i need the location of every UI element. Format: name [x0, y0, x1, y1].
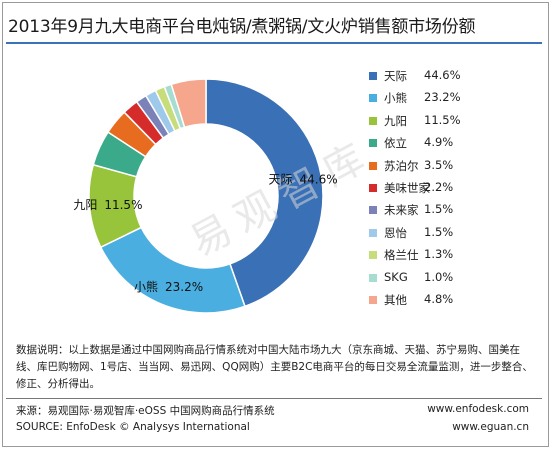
slice-label-2: 小熊 23.2%: [134, 279, 203, 294]
legend-item: SKG 1.0%: [369, 269, 489, 291]
data-note: 数据说明：以上数据是通过中国网购商品行情系统对中国大陆市场九大（京东商城、天猫、…: [16, 344, 533, 390]
legend-swatch: [369, 161, 377, 170]
legend-item: 未来家 1.5%: [369, 201, 489, 223]
legend-name: 未来家: [384, 203, 419, 218]
legend-name: 天际: [384, 69, 407, 83]
slice-label-name: 九阳: [73, 198, 97, 212]
website-eguan[interactable]: www.eguan.cn: [452, 421, 529, 433]
legend-swatch: [369, 228, 377, 237]
legend-swatch: [369, 72, 377, 80]
legend-item: 美味世家 2.2%: [369, 179, 489, 201]
legend-swatch: [369, 273, 377, 282]
legend-item: 小熊 23.2%: [369, 89, 489, 111]
legend-name: SKG: [384, 269, 408, 284]
legend-item: 格兰仕 1.3%: [369, 246, 489, 268]
title-rule: [6, 42, 542, 44]
legend-name: 格兰仕: [384, 248, 419, 263]
source-cn: 来源：易观国际·易观智库·eOSS 中国网购商品行情系统: [16, 405, 275, 417]
legend-swatch: [369, 94, 377, 103]
legend-swatch: [369, 183, 377, 192]
legend-name: 依立: [384, 136, 407, 151]
legend-value: 44.6%: [424, 68, 461, 82]
slice-label-value: 44.6%: [300, 172, 338, 186]
legend-swatch: [369, 295, 377, 304]
slice-label-3: 九阳 11.5%: [73, 198, 142, 212]
legend-swatch: [369, 139, 377, 148]
legend-item: 依立 4.9%: [369, 134, 489, 156]
legend-swatch: [369, 251, 377, 260]
chart-title: 2013年9月九大电商平台电炖锅/煮粥锅/文火炉销售额市场份额: [8, 17, 476, 37]
legend-value: 23.2%: [424, 90, 461, 105]
legend-item: 天际 44.6%: [369, 67, 489, 89]
legend-name: 小熊: [384, 91, 407, 106]
legend-value: 11.5%: [424, 112, 461, 127]
donut-slice-11: [170, 78, 207, 129]
legend: 天际 44.6% 小熊 23.2% 九阳 11.5% 依立 4.9% 苏泊尔 3.5% 美味世家 2.…: [369, 67, 489, 313]
legend-name: 美味世家: [384, 180, 430, 195]
website-enfodesk[interactable]: www.enfodesk.com: [427, 403, 529, 415]
legend-value: 1.5%: [424, 224, 454, 239]
source-en: SOURCE: EnfoDesk © Analysys Internationa…: [16, 421, 250, 433]
legend-item: 苏泊尔 3.5%: [369, 157, 489, 179]
legend-name: 其他: [384, 292, 407, 307]
legend-item: 其他 4.8%: [369, 291, 489, 313]
legend-name: 苏泊尔: [384, 158, 419, 173]
slice-label-1: 天际 44.6%: [269, 172, 338, 186]
legend-value: 3.5%: [424, 157, 454, 172]
legend-value: 2.2%: [424, 179, 454, 194]
legend-swatch: [369, 206, 377, 215]
legend-value: 4.9%: [424, 135, 454, 150]
legend-swatch: [369, 116, 377, 125]
footer-rule: [6, 398, 542, 399]
legend-item: 恩怡 1.5%: [369, 224, 489, 246]
donut-slice-1: [205, 78, 324, 308]
legend-name: 九阳: [384, 113, 407, 128]
slice-label-value: 11.5%: [104, 198, 142, 212]
slice-label-name: 小熊: [134, 279, 158, 294]
legend-value: 1.3%: [424, 247, 454, 262]
legend-value: 1.0%: [424, 269, 454, 284]
slice-label-name: 天际: [269, 172, 293, 186]
legend-value: 1.5%: [424, 202, 454, 217]
slice-label-value: 23.2%: [165, 280, 203, 294]
legend-item: 九阳 11.5%: [369, 112, 489, 134]
legend-value: 4.8%: [424, 291, 454, 306]
legend-name: 恩怡: [384, 225, 407, 240]
